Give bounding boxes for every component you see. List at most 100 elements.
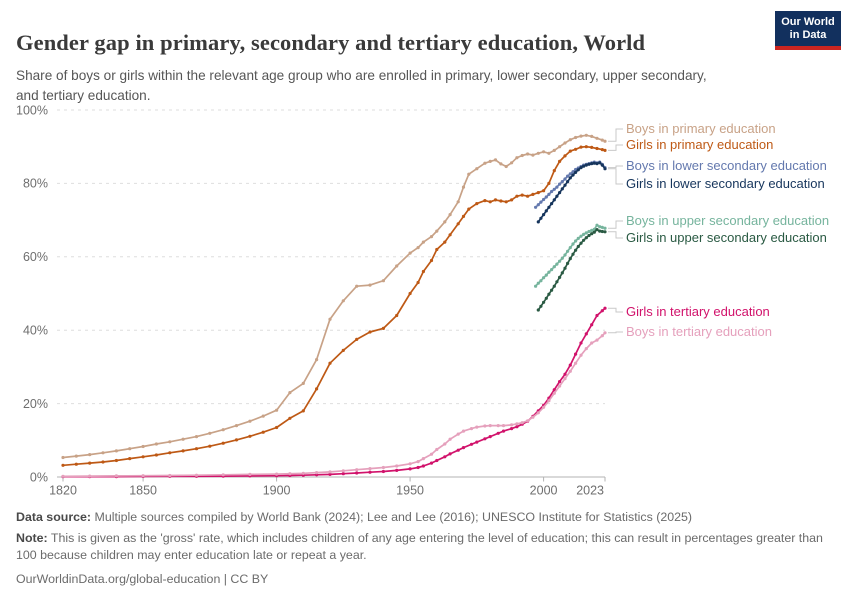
series-boys-tertiary bbox=[61, 331, 623, 478]
data-point bbox=[544, 195, 548, 199]
data-point bbox=[181, 437, 185, 441]
x-tick-label: 1950 bbox=[396, 484, 424, 498]
data-point bbox=[221, 473, 225, 477]
data-point bbox=[128, 457, 132, 461]
note-label: Note: bbox=[16, 531, 48, 546]
data-point bbox=[395, 464, 399, 468]
data-point bbox=[552, 169, 556, 173]
data-point bbox=[534, 205, 538, 209]
data-point bbox=[221, 441, 225, 445]
data-point bbox=[536, 220, 540, 224]
data-point bbox=[341, 472, 345, 476]
data-point bbox=[539, 200, 543, 204]
data-point bbox=[483, 161, 487, 165]
data-point bbox=[584, 231, 588, 235]
data-point bbox=[141, 474, 145, 478]
data-point bbox=[563, 266, 567, 270]
data-point bbox=[552, 391, 556, 395]
legend-item-girls-lower-secondary[interactable]: Girls in lower secondary education bbox=[626, 176, 825, 191]
legend-connector-boys-lower-secondary bbox=[608, 165, 623, 169]
data-point bbox=[221, 428, 225, 432]
data-point bbox=[443, 240, 447, 244]
data-point bbox=[208, 444, 212, 448]
data-point bbox=[526, 419, 530, 423]
data-point bbox=[381, 469, 385, 474]
data-point bbox=[547, 151, 551, 155]
data-point bbox=[531, 192, 535, 196]
data-point bbox=[448, 437, 452, 441]
data-point bbox=[531, 153, 535, 157]
data-point bbox=[395, 264, 399, 268]
data-point bbox=[435, 229, 439, 233]
data-point bbox=[74, 462, 78, 466]
data-point bbox=[515, 422, 519, 426]
data-point bbox=[590, 323, 594, 327]
data-point bbox=[429, 258, 434, 263]
data-point bbox=[526, 152, 530, 156]
data-point bbox=[467, 172, 471, 176]
data-point bbox=[520, 421, 524, 425]
legend-item-girls-tertiary[interactable]: Girls in tertiary education bbox=[626, 304, 770, 319]
legend-connector-boys-primary bbox=[608, 128, 623, 142]
data-point bbox=[368, 470, 372, 474]
legend-item-boys-upper-secondary[interactable]: Boys in upper secondary education bbox=[626, 213, 830, 228]
data-point bbox=[579, 166, 583, 170]
data-point bbox=[574, 170, 578, 174]
data-point bbox=[515, 156, 519, 160]
citation-link[interactable]: OurWorldinData.org/global-education | CC… bbox=[16, 572, 269, 587]
legend-item-boys-tertiary[interactable]: Boys in tertiary education bbox=[626, 324, 772, 339]
data-point bbox=[590, 134, 594, 138]
data-point bbox=[416, 460, 420, 464]
data-point bbox=[469, 427, 474, 431]
data-point bbox=[510, 423, 514, 427]
data-point bbox=[408, 467, 412, 471]
data-point bbox=[435, 447, 439, 452]
legend-item-girls-upper-secondary[interactable]: Girls in upper secondary education bbox=[626, 230, 827, 245]
data-point bbox=[600, 225, 604, 229]
data-point bbox=[475, 202, 479, 206]
data-point bbox=[571, 170, 575, 174]
data-point bbox=[539, 216, 543, 220]
data-point bbox=[574, 167, 578, 172]
data-point bbox=[595, 338, 599, 342]
data-point bbox=[520, 193, 524, 197]
data-point bbox=[154, 442, 158, 446]
data-point bbox=[536, 281, 540, 285]
data-point bbox=[536, 191, 540, 195]
data-point bbox=[395, 468, 399, 472]
data-point bbox=[510, 427, 514, 431]
data-point bbox=[488, 159, 492, 163]
data-point bbox=[560, 187, 564, 191]
data-point bbox=[114, 458, 118, 463]
owid-logo[interactable]: Our World in Data bbox=[775, 11, 841, 50]
data-point bbox=[560, 256, 564, 260]
data-point bbox=[496, 424, 500, 428]
data-point bbox=[208, 431, 212, 435]
legend-item-boys-lower-secondary[interactable]: Boys in lower secondary education bbox=[626, 158, 827, 173]
data-point bbox=[550, 288, 554, 292]
data-point bbox=[74, 454, 78, 458]
data-point bbox=[568, 149, 572, 153]
data-point bbox=[584, 145, 588, 149]
data-point bbox=[315, 358, 319, 362]
y-tick-label: 0% bbox=[30, 470, 48, 484]
data-point bbox=[181, 449, 185, 453]
legend-item-girls-primary[interactable]: Girls in primary education bbox=[626, 137, 774, 152]
data-point bbox=[542, 276, 546, 280]
legend-item-boys-primary[interactable]: Boys in primary education bbox=[626, 121, 776, 136]
data-point bbox=[603, 148, 607, 152]
data-point bbox=[288, 416, 292, 420]
data-point bbox=[448, 233, 452, 237]
data-point bbox=[114, 449, 118, 453]
data-point bbox=[547, 181, 551, 185]
data-point bbox=[544, 273, 548, 277]
data-point bbox=[168, 440, 172, 444]
data-point bbox=[483, 199, 487, 203]
series-girls-lower-secondary bbox=[536, 161, 623, 224]
data-point bbox=[101, 460, 105, 464]
x-tick-label: 1850 bbox=[129, 484, 157, 498]
data-point bbox=[429, 461, 434, 465]
series-line-boys-tertiary bbox=[62, 332, 606, 478]
y-tick-label: 20% bbox=[23, 397, 48, 411]
data-point bbox=[275, 472, 279, 476]
